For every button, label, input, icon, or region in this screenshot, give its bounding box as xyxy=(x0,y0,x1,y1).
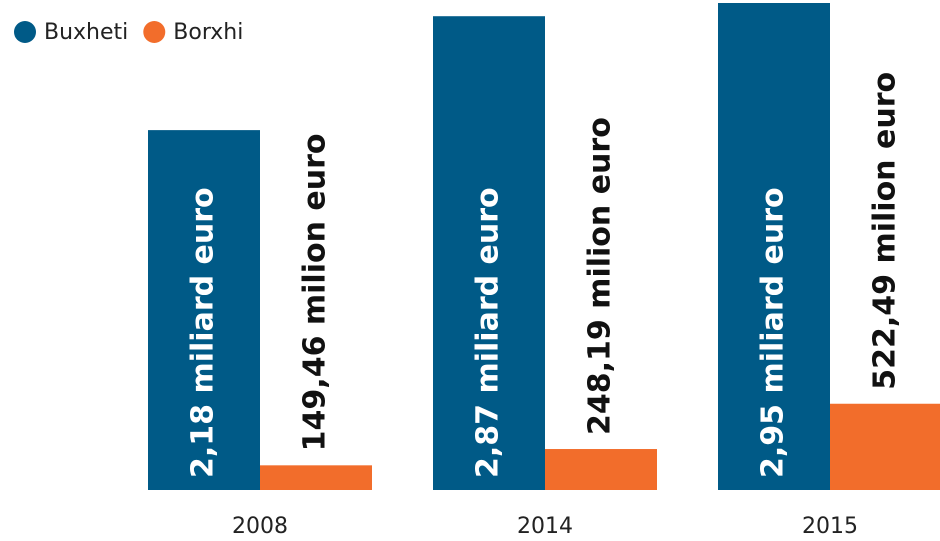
x-tick-label: 2008 xyxy=(232,514,288,539)
bar xyxy=(718,3,830,490)
value-label: 2,95 miliard euro xyxy=(756,187,791,478)
bar xyxy=(260,465,372,490)
value-label: 522,49 milion euro xyxy=(868,72,903,390)
x-tick-label: 2015 xyxy=(802,514,858,539)
bar xyxy=(830,403,940,490)
bar xyxy=(545,449,657,490)
value-label: 2,18 miliard euro xyxy=(186,187,221,478)
x-tick-label: 2014 xyxy=(517,514,573,539)
legend-label: Borxhi xyxy=(173,20,243,45)
value-label: 2,87 miliard euro xyxy=(471,187,506,478)
value-label: 248,19 milion euro xyxy=(583,117,618,435)
value-label: 149,46 milion euro xyxy=(298,133,333,451)
legend-label: Buxheti xyxy=(44,20,128,45)
bar xyxy=(433,16,545,490)
legend-swatch xyxy=(14,21,36,43)
legend-swatch xyxy=(143,21,166,43)
bar xyxy=(148,130,260,491)
